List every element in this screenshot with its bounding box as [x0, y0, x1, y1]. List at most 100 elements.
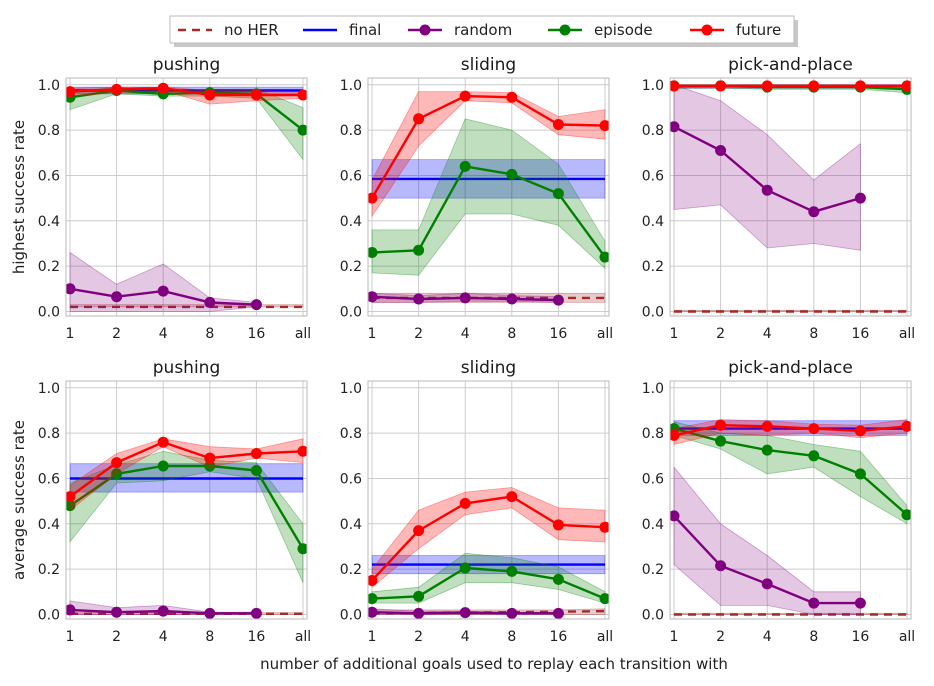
x-tick-label: 16	[851, 326, 869, 342]
data-point-random	[368, 291, 378, 303]
data-point-future	[808, 80, 820, 92]
y-tick-label: 1.0	[340, 381, 362, 397]
legend-item-final: final	[303, 21, 381, 39]
x-tick-label: all	[295, 629, 311, 645]
y-tick-label: 0.2	[642, 259, 664, 275]
data-point-future	[506, 491, 518, 503]
data-point-episode	[552, 573, 564, 585]
data-point-random	[250, 607, 262, 619]
panel-1-2: 0.0 0.2 0.4 0.6 0.8 1.0 1 2 4 8 16 all pick-and-plac…	[642, 358, 915, 645]
data-point-episode	[368, 593, 378, 605]
x-tick-label: all	[295, 326, 311, 342]
panel-frame	[65, 77, 308, 317]
y-tick-label: 0.2	[38, 259, 60, 275]
data-point-future	[552, 118, 564, 130]
data-point-episode	[715, 435, 727, 447]
data-point-future	[413, 113, 425, 125]
confidence-band-episode	[673, 421, 908, 525]
data-point-future	[670, 80, 680, 92]
legend-label-noher: no HER	[224, 21, 279, 39]
confidence-band-random	[673, 465, 861, 615]
series-future	[66, 436, 307, 512]
x-tick-label: 4	[461, 326, 470, 342]
data-point-random	[204, 296, 216, 308]
x-tick-label: 4	[763, 629, 772, 645]
panel-background	[670, 381, 911, 619]
data-point-random	[413, 607, 425, 619]
plot-area	[670, 80, 911, 313]
data-point-episode	[552, 188, 564, 200]
data-point-random	[111, 606, 123, 618]
data-point-future	[459, 497, 471, 509]
x-tick-label: 16	[549, 629, 567, 645]
data-point-random	[506, 607, 518, 619]
y-tick-label: 1.0	[642, 381, 664, 397]
data-point-random	[250, 299, 262, 311]
data-point-future	[761, 420, 773, 432]
data-point-episode	[297, 124, 307, 136]
legend-marker-future	[701, 24, 713, 36]
y-tick-label: 0.2	[38, 562, 60, 578]
data-point-future	[670, 429, 680, 441]
data-point-random	[670, 121, 680, 133]
y-tick-label: 0.4	[340, 214, 362, 230]
chart-panels: 0.0 0.2 0.4 0.6 0.8 1.0 1 2 4 8 16 all pushing highes…	[10, 55, 915, 645]
plot-area	[670, 419, 911, 616]
data-point-random	[66, 604, 76, 616]
x-tick-label: 8	[809, 326, 818, 342]
x-tick-label: 2	[716, 629, 725, 645]
data-point-episode	[368, 247, 378, 259]
x-tick-label: all	[597, 629, 613, 645]
y-tick-label: 0.0	[38, 304, 60, 320]
series-future	[670, 80, 911, 92]
data-point-future	[854, 80, 866, 92]
x-tick-label: 8	[205, 629, 214, 645]
plot-area	[368, 487, 609, 619]
data-point-episode	[459, 562, 471, 574]
legend-item-noher: no HER	[178, 21, 279, 39]
x-tick-label: 4	[461, 629, 470, 645]
legend-marker-random	[419, 24, 431, 36]
panel-frame	[367, 77, 610, 317]
series-episode	[66, 450, 307, 583]
legend-item-future: future	[690, 21, 781, 39]
data-point-future	[368, 574, 378, 586]
x-tick-label: 2	[716, 326, 725, 342]
y-tick-label: 0.8	[38, 426, 60, 442]
x-tick-label: 16	[549, 326, 567, 342]
series-line-future	[673, 424, 908, 437]
data-point-future	[761, 80, 773, 92]
x-tick-label: 1	[670, 326, 679, 342]
data-point-future	[715, 80, 727, 92]
legend-label-final: final	[349, 21, 381, 39]
y-tick-label: 0.8	[340, 426, 362, 442]
data-point-random	[459, 607, 471, 619]
data-point-episode	[761, 444, 773, 456]
x-tick-label: 2	[112, 629, 121, 645]
legend-item-random: random	[408, 21, 512, 39]
data-point-future	[808, 423, 820, 435]
data-point-random	[670, 510, 680, 522]
y-tick-label: 0.0	[642, 304, 664, 320]
data-point-random	[715, 145, 727, 157]
panel-1-0: 0.0 0.2 0.4 0.6 0.8 1.0 1 2 4 8 16 all pushing averag…	[10, 358, 311, 645]
legend-marker-episode	[559, 24, 571, 36]
series-random	[670, 84, 866, 251]
y-tick-label: 0.8	[642, 426, 664, 442]
panel-title: pick-and-place	[728, 55, 853, 75]
y-tick-label: 0.4	[340, 517, 362, 533]
data-point-future	[506, 91, 518, 103]
legend-label-episode: episode	[594, 21, 653, 39]
data-point-future	[599, 521, 609, 533]
series-future	[66, 82, 307, 105]
x-tick-label: 4	[763, 326, 772, 342]
y-tick-label: 0.4	[38, 214, 60, 230]
data-point-random	[854, 192, 866, 204]
x-tick-label: 16	[851, 629, 869, 645]
data-point-random	[552, 607, 564, 619]
confidence-band-episode	[371, 118, 606, 276]
panel-0-0: 0.0 0.2 0.4 0.6 0.8 1.0 1 2 4 8 16 all pushing highes…	[10, 55, 311, 342]
series-line-future	[69, 86, 303, 97]
data-point-episode	[111, 468, 123, 480]
